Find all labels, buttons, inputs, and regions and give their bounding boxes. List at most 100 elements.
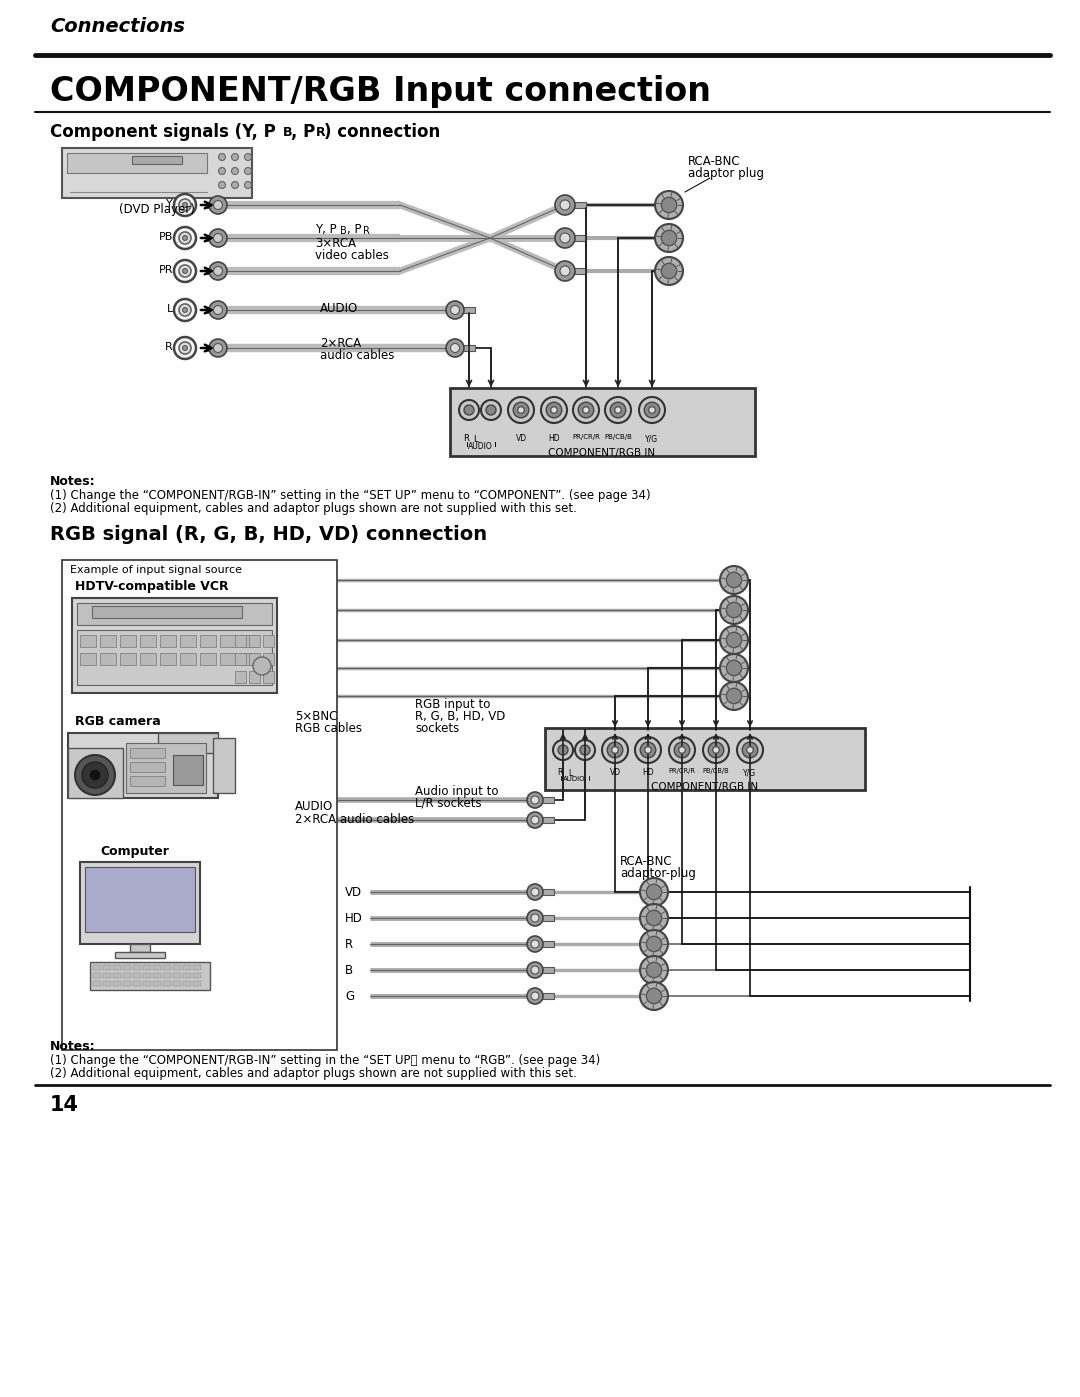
Bar (93, 981, 102, 986)
Text: R: R (316, 126, 326, 138)
Circle shape (183, 307, 188, 313)
Text: 5×BNC: 5×BNC (295, 710, 337, 724)
Bar (130, 761, 165, 773)
Circle shape (210, 229, 227, 247)
Bar (80, 652, 96, 665)
Circle shape (669, 738, 696, 763)
Bar (72, 598, 276, 693)
Bar (573, 203, 586, 208)
Circle shape (508, 397, 534, 423)
Text: G: G (345, 990, 354, 1003)
Bar (542, 967, 554, 972)
Text: L/R sockets: L/R sockets (415, 798, 482, 810)
Bar (130, 747, 165, 759)
Circle shape (517, 407, 524, 414)
Circle shape (555, 228, 575, 249)
Circle shape (720, 566, 748, 594)
Circle shape (183, 345, 188, 351)
Bar (249, 636, 260, 647)
Bar (545, 728, 865, 789)
Circle shape (174, 337, 195, 359)
Bar (68, 747, 123, 798)
Circle shape (75, 754, 114, 795)
Text: Notes:: Notes: (50, 1039, 96, 1053)
Circle shape (546, 402, 562, 418)
Circle shape (720, 597, 748, 624)
Circle shape (578, 402, 594, 418)
Circle shape (720, 626, 748, 654)
Bar (235, 671, 246, 683)
Bar (163, 981, 171, 986)
Circle shape (726, 602, 742, 617)
Circle shape (527, 936, 543, 951)
Circle shape (726, 573, 742, 588)
Circle shape (179, 305, 191, 316)
Circle shape (661, 197, 677, 212)
Bar (542, 888, 554, 895)
Bar (206, 268, 218, 274)
Circle shape (174, 260, 195, 282)
Text: L: L (568, 768, 572, 778)
Circle shape (531, 914, 539, 922)
Bar (133, 972, 141, 978)
Text: (1) Change the “COMPONENT/RGB-IN” setting in the “SET UP menu to “RGB”. (see pa: (1) Change the “COMPONENT/RGB-IN” settin… (50, 1053, 600, 1067)
Bar (206, 203, 218, 208)
Circle shape (640, 956, 669, 983)
Bar (123, 965, 131, 970)
Text: Audio input to: Audio input to (415, 785, 499, 798)
Bar (123, 981, 131, 986)
Text: R: R (165, 342, 173, 352)
Bar (132, 156, 183, 163)
Circle shape (210, 263, 227, 279)
Bar (220, 652, 237, 665)
Circle shape (640, 904, 669, 932)
Circle shape (531, 992, 539, 1000)
Text: RGB signal (R, G, B, HD, VD) connection: RGB signal (R, G, B, HD, VD) connection (50, 525, 487, 543)
Circle shape (183, 236, 188, 240)
Circle shape (459, 400, 480, 420)
Text: adaptor plug: adaptor plug (688, 168, 764, 180)
Bar (120, 636, 136, 647)
Bar (67, 154, 207, 173)
Circle shape (713, 747, 719, 753)
Circle shape (645, 747, 651, 753)
Text: HD: HD (345, 912, 363, 925)
Circle shape (575, 740, 595, 760)
Bar (573, 235, 586, 242)
Bar (193, 972, 201, 978)
Bar (193, 965, 201, 970)
Circle shape (531, 816, 539, 824)
Circle shape (179, 342, 191, 353)
Bar (130, 775, 165, 787)
Circle shape (646, 988, 662, 1003)
Bar (163, 972, 171, 978)
Text: PB: PB (159, 232, 173, 242)
Bar (93, 972, 102, 978)
Circle shape (231, 154, 239, 161)
Bar (80, 862, 200, 944)
Circle shape (737, 738, 762, 763)
Text: 2×RCA: 2×RCA (320, 337, 361, 351)
Text: ) connection: ) connection (324, 123, 441, 141)
Text: R: R (363, 226, 369, 236)
Circle shape (531, 888, 539, 895)
Circle shape (450, 306, 459, 314)
Text: B: B (340, 226, 347, 236)
Circle shape (635, 738, 661, 763)
Circle shape (703, 738, 729, 763)
Circle shape (726, 661, 742, 676)
Text: R: R (345, 937, 353, 951)
Circle shape (640, 930, 669, 958)
Circle shape (639, 397, 665, 423)
Circle shape (551, 407, 557, 414)
Text: (2) Additional equipment, cables and adaptor plugs shown are not supplied with t: (2) Additional equipment, cables and ada… (50, 502, 577, 515)
Circle shape (174, 194, 195, 217)
Bar (193, 981, 201, 986)
Circle shape (541, 397, 567, 423)
Bar (85, 868, 195, 932)
Circle shape (174, 299, 195, 321)
Text: B: B (283, 126, 293, 138)
Text: PR/CR/R: PR/CR/R (669, 768, 696, 774)
Text: Y/G: Y/G (646, 434, 659, 443)
Circle shape (661, 263, 677, 278)
